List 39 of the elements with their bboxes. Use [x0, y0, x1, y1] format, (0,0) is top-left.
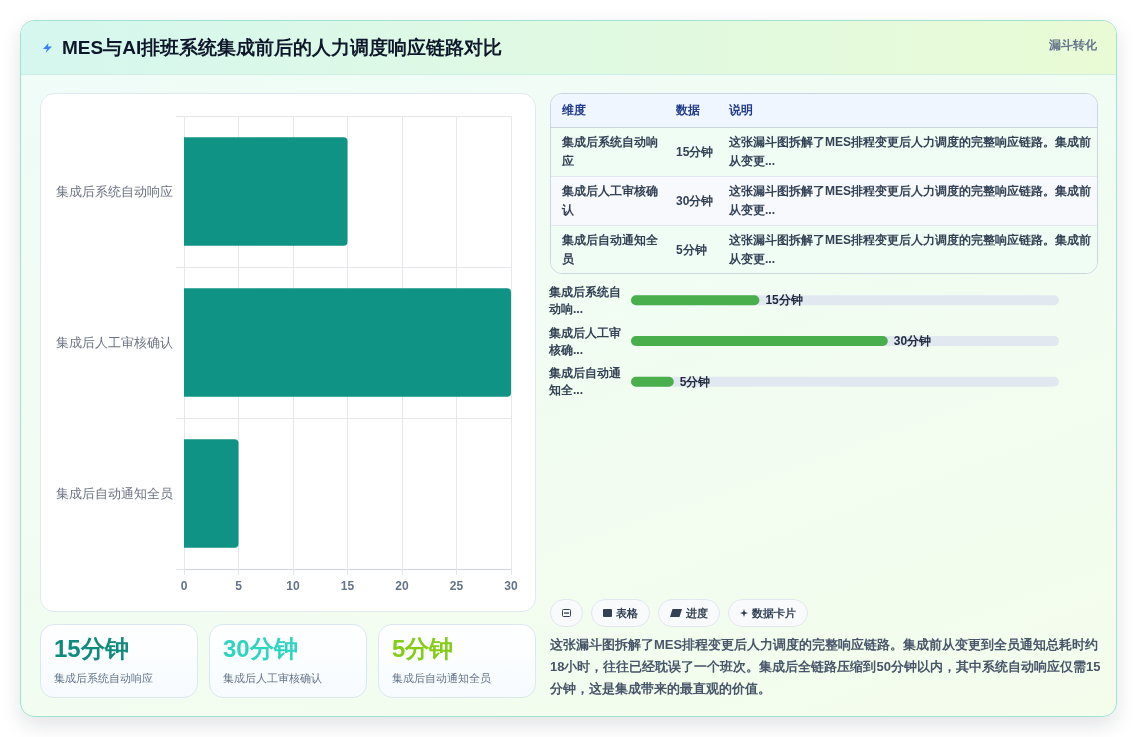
text: 5分钟 — [392, 634, 454, 664]
x-tick-label: 20 — [395, 579, 409, 593]
text: 表格 — [616, 605, 638, 621]
text: 这张漏斗图拆解了MES排程变更后人力调度的完整响应链路。集成前从变更到全员通知总耗时约18小时，往往已经耽误了一个班次。集成后全链路压缩到50分钟以内，其中系统自动响应仅需15分钟，这是集成带来的最直观的价值。 — [550, 636, 1102, 698]
x-tick-label: 30 — [504, 579, 518, 593]
bar — [184, 137, 348, 246]
text: 漏斗转化 — [1049, 37, 1097, 53]
text: 5分钟 — [665, 225, 718, 274]
text: 这张漏斗图拆解了MES排程变更后人力调度的完整响应链路。集成前从变更... — [718, 225, 1099, 274]
x-tick-label: 25 — [449, 579, 464, 593]
x-tick-label: 10 — [286, 579, 300, 593]
y-tick-label: 集成后人工审核确... — [548, 325, 621, 357]
text: 进度 — [686, 605, 708, 621]
data-label: 5分钟 — [679, 374, 711, 389]
text: 15分钟 — [665, 127, 718, 177]
text: 30分钟 — [665, 176, 718, 226]
y-tick-label: 集成后系统自动响应 — [56, 184, 173, 199]
text: 这张漏斗图拆解了MES排程变更后人力调度的完整响应链路。集成前从变更... — [718, 176, 1099, 226]
x-tick-label: 5 — [235, 579, 243, 593]
text: 维度 — [551, 94, 665, 128]
y-tick-label: 集成后自动通知全... — [548, 366, 622, 398]
x-tick-label: 0 — [180, 579, 188, 593]
text: 数据卡片 — [752, 605, 796, 621]
chart-title: MES与AI排班系统集成前后的人力调度响应链路对比 — [62, 36, 503, 60]
text: 30分钟 — [223, 634, 298, 664]
category-label: 集成后人工审核确认 — [223, 671, 322, 686]
text: 15分钟 — [54, 634, 129, 664]
category-label: 集成后自动通知全员 — [392, 671, 491, 686]
text: 说明 — [718, 94, 1099, 128]
data-label: 15分钟 — [765, 293, 803, 308]
y-tick-label: 集成后系统自动响... — [548, 284, 621, 316]
bar — [184, 288, 511, 397]
text: 数据 — [665, 94, 718, 128]
y-tick-label: 集成后自动通知全员 — [56, 486, 173, 501]
x-tick-label: 15 — [340, 579, 355, 593]
y-tick-label: 集成后人工审核确认 — [56, 335, 173, 350]
bar — [184, 439, 239, 548]
text: 这张漏斗图拆解了MES排程变更后人力调度的完整响应链路。集成前从变更... — [718, 127, 1099, 177]
data-label: 30分钟 — [893, 334, 932, 348]
